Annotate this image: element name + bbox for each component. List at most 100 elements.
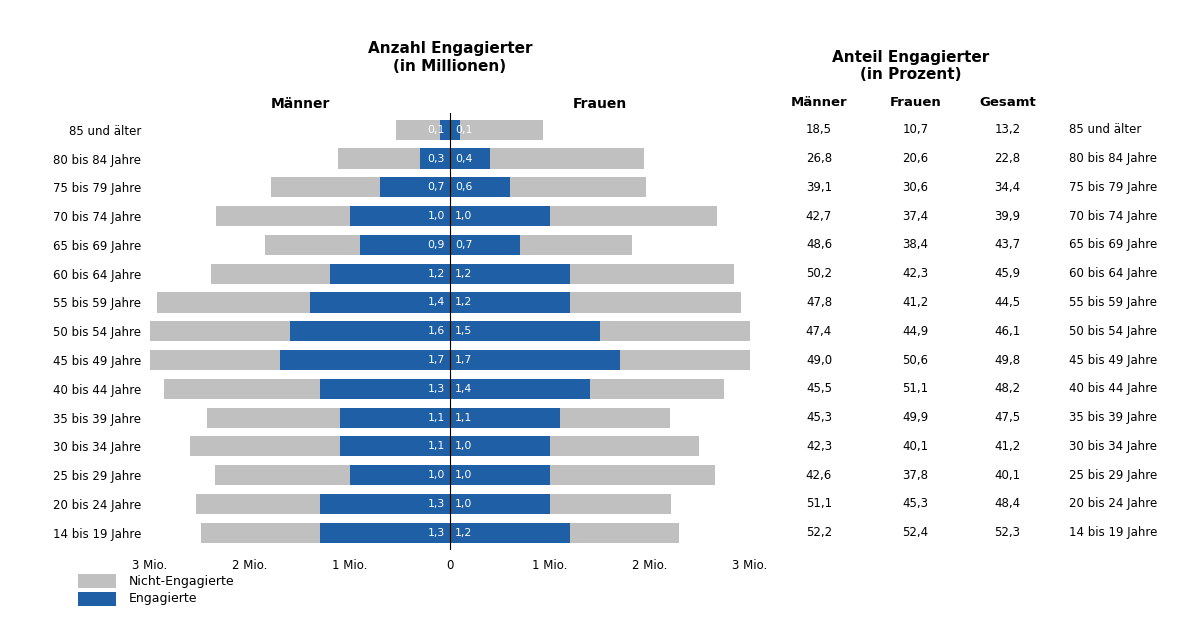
Bar xyxy=(450,350,786,370)
Text: 39,1: 39,1 xyxy=(806,181,832,194)
Text: 50,2: 50,2 xyxy=(806,267,832,280)
Text: 26,8: 26,8 xyxy=(806,152,832,165)
Text: 48,4: 48,4 xyxy=(995,498,1020,511)
Text: 46,1: 46,1 xyxy=(994,325,1020,338)
Text: 22,8: 22,8 xyxy=(995,152,1020,165)
Text: 14 bis 19 Jahre: 14 bis 19 Jahre xyxy=(1068,526,1157,539)
Bar xyxy=(450,494,671,514)
Text: 55 bis 59 Jahre: 55 bis 59 Jahre xyxy=(1068,296,1157,309)
Bar xyxy=(450,292,570,312)
Text: 45,9: 45,9 xyxy=(995,267,1020,280)
Bar xyxy=(271,177,450,198)
Bar xyxy=(211,264,450,284)
Text: 1,2: 1,2 xyxy=(455,298,473,308)
Text: 1,1: 1,1 xyxy=(427,441,445,451)
Text: 47,8: 47,8 xyxy=(806,296,832,309)
Text: 42,6: 42,6 xyxy=(806,469,832,482)
Text: 38,4: 38,4 xyxy=(902,238,929,251)
Text: 1,3: 1,3 xyxy=(427,528,445,538)
Text: 42,3: 42,3 xyxy=(902,267,929,280)
Text: Frauen: Frauen xyxy=(572,97,628,111)
Bar xyxy=(290,321,450,341)
Text: 49,0: 49,0 xyxy=(806,354,832,366)
Bar xyxy=(450,235,632,255)
Text: Anteil Engagierter
(in Prozent): Anteil Engagierter (in Prozent) xyxy=(833,50,990,82)
Text: 70 bis 74 Jahre: 70 bis 74 Jahre xyxy=(1068,209,1157,222)
Text: 0,1: 0,1 xyxy=(427,125,445,135)
Bar xyxy=(450,264,570,284)
Text: 1,1: 1,1 xyxy=(427,412,445,422)
Bar xyxy=(380,177,450,198)
Bar xyxy=(340,436,450,456)
Text: 1,2: 1,2 xyxy=(455,528,473,538)
Text: 45,3: 45,3 xyxy=(902,498,929,511)
Title: Anzahl Engagierter
(in Millionen): Anzahl Engagierter (in Millionen) xyxy=(367,41,533,74)
Bar xyxy=(310,292,450,312)
Text: Engagierte: Engagierte xyxy=(128,592,197,605)
Text: 1,1: 1,1 xyxy=(455,412,473,422)
Bar xyxy=(265,235,450,255)
Text: 43,7: 43,7 xyxy=(995,238,1020,251)
Text: 45 bis 49 Jahre: 45 bis 49 Jahre xyxy=(1068,354,1157,366)
Bar xyxy=(450,177,510,198)
Text: 45,5: 45,5 xyxy=(806,382,832,396)
Bar xyxy=(450,465,714,485)
Text: 85 und älter: 85 und älter xyxy=(1068,123,1141,136)
Bar xyxy=(157,292,450,312)
Text: 51,1: 51,1 xyxy=(806,498,832,511)
Text: 1,6: 1,6 xyxy=(427,326,445,336)
Bar xyxy=(420,149,450,169)
Text: 49,9: 49,9 xyxy=(902,411,929,424)
Bar xyxy=(450,235,520,255)
Text: 39,9: 39,9 xyxy=(995,209,1020,222)
Text: 1,0: 1,0 xyxy=(427,470,445,480)
Bar xyxy=(78,574,116,588)
Text: 1,0: 1,0 xyxy=(455,470,473,480)
Text: 13,2: 13,2 xyxy=(995,123,1020,136)
Text: 1,0: 1,0 xyxy=(455,441,473,451)
Text: 25 bis 29 Jahre: 25 bis 29 Jahre xyxy=(1068,469,1157,482)
Bar xyxy=(350,206,450,226)
Text: Männer: Männer xyxy=(791,96,847,109)
Bar xyxy=(320,522,450,542)
Text: 40,1: 40,1 xyxy=(995,469,1020,482)
Bar xyxy=(396,120,450,140)
Text: 42,3: 42,3 xyxy=(806,440,832,453)
Text: 40,1: 40,1 xyxy=(902,440,929,453)
Bar xyxy=(450,350,620,370)
Text: 1,5: 1,5 xyxy=(455,326,473,336)
Bar xyxy=(208,408,450,428)
Text: 75 bis 79 Jahre: 75 bis 79 Jahre xyxy=(1068,181,1157,194)
Bar xyxy=(113,321,450,341)
Text: 52,2: 52,2 xyxy=(806,526,832,539)
Bar xyxy=(103,350,450,370)
Bar xyxy=(450,494,550,514)
Text: 1,4: 1,4 xyxy=(455,384,473,394)
Text: Frauen: Frauen xyxy=(889,96,941,109)
Bar xyxy=(450,149,644,169)
Text: 49,8: 49,8 xyxy=(995,354,1020,366)
Bar xyxy=(450,177,646,198)
Bar xyxy=(450,292,742,312)
Bar xyxy=(450,465,550,485)
Text: 0,7: 0,7 xyxy=(427,182,445,192)
Bar xyxy=(360,235,450,255)
Text: 50,6: 50,6 xyxy=(902,354,929,366)
Text: 37,8: 37,8 xyxy=(902,469,929,482)
Text: 51,1: 51,1 xyxy=(902,382,929,396)
Bar xyxy=(450,321,784,341)
Text: 1,0: 1,0 xyxy=(455,499,473,509)
Bar xyxy=(350,465,450,485)
Text: 48,2: 48,2 xyxy=(995,382,1020,396)
Text: 1,0: 1,0 xyxy=(455,211,473,221)
Text: 45,3: 45,3 xyxy=(806,411,832,424)
Text: 1,0: 1,0 xyxy=(427,211,445,221)
Text: 0,6: 0,6 xyxy=(455,182,473,192)
Bar xyxy=(216,206,450,226)
Bar xyxy=(338,149,450,169)
Bar xyxy=(320,379,450,399)
Text: 1,2: 1,2 xyxy=(455,269,473,279)
Text: 41,2: 41,2 xyxy=(902,296,929,309)
Bar xyxy=(450,206,550,226)
Bar xyxy=(196,494,450,514)
